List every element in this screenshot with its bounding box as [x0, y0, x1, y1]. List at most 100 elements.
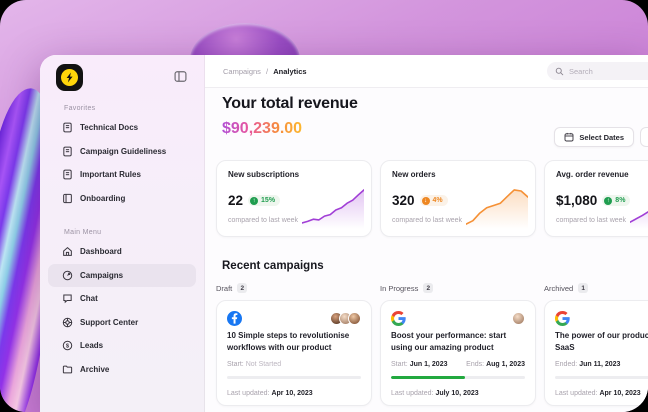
campaign-meta: Start: Not Started [227, 361, 282, 368]
leads-icon: $ [62, 341, 73, 351]
select-dates-label: Select Dates [579, 132, 624, 142]
campaign-title: Boost your performance: start using our … [391, 331, 507, 352]
trend-down-icon: ↓ [421, 196, 430, 205]
column-label: In Progress [380, 283, 419, 293]
progress-bar [391, 376, 525, 379]
sidebar-item-label: Onboarding [80, 193, 126, 203]
google-icon [391, 310, 406, 326]
column-label: Archived [544, 283, 574, 293]
campaign-title: The power of our product: era in SaaS [555, 331, 648, 352]
stat-value: $1,080 [556, 193, 598, 208]
sidebar-item-label: Support Center [80, 317, 139, 327]
main-area: Campaigns / Analytics Your total revenue… [205, 55, 648, 412]
sidebar-item-label: Leads [80, 341, 104, 351]
archive-folder-icon [62, 365, 73, 374]
stat-card-avg-order-revenue[interactable]: Avg. order revenue $1,080 ↑ 8% compared … [544, 160, 648, 237]
sidebar-item-label: Chat [80, 294, 98, 304]
campaign-meta: Ended: Jun 11, 2023 [555, 361, 621, 368]
main-menu-section: Main Menu Dashboard Campaigns Chat Suppo… [48, 227, 196, 381]
svg-text:$: $ [66, 344, 70, 350]
campaign-card-archived[interactable]: The power of our product: era in SaaS En… [544, 300, 648, 406]
column-header-draft: Draft 2 [216, 283, 372, 293]
search-icon [555, 67, 564, 75]
breadcrumb-parent[interactable]: Campaigns [223, 66, 261, 76]
campaign-cards-row: 10 Simple steps to revolutionise workflo… [216, 300, 648, 406]
stat-note: compared to last week [392, 217, 463, 224]
stat-label: Avg. order revenue [556, 170, 629, 179]
progress-bar [555, 376, 648, 379]
calendar-icon [564, 132, 574, 142]
sidebar-item-label: Campaign Guideliness [80, 146, 167, 156]
trend-up-icon: ↑ [250, 196, 259, 205]
breadcrumb-current: Analytics [273, 66, 307, 76]
search-box[interactable] [547, 62, 648, 80]
home-icon [63, 247, 72, 257]
avatar-group [330, 311, 361, 325]
search-input[interactable] [569, 66, 648, 76]
app-logo[interactable] [56, 64, 83, 91]
favorites-label: Favorites [64, 105, 96, 112]
sidebar-item-chat[interactable]: Chat [48, 287, 196, 311]
sidebar-item-archive[interactable]: Archive [48, 358, 196, 382]
sidebar: Favorites Technical Docs Campaign Guidel… [40, 55, 205, 412]
app-window: Favorites Technical Docs Campaign Guidel… [40, 55, 648, 412]
lightning-bolt-icon [61, 69, 78, 86]
sidebar-item-dashboard[interactable]: Dashboard [48, 240, 196, 264]
delta-value: 4% [432, 197, 443, 204]
stat-card-new-subscriptions[interactable]: New subscriptions 22 ↑ 15% compared to l… [216, 160, 372, 237]
delta-badge: ↓ 4% [419, 195, 448, 206]
top-bar: Campaigns / Analytics [205, 55, 648, 88]
count-badge: 1 [578, 283, 589, 293]
document-icon [63, 122, 72, 133]
section-title: Recent campaigns [222, 260, 324, 272]
support-icon [62, 317, 73, 327]
count-badge: 2 [423, 283, 434, 293]
last-updated: Last updated: July 10, 2023 [391, 390, 479, 397]
delta-badge: ↑ 8% [602, 195, 631, 206]
chat-icon [63, 294, 72, 304]
document-icon [63, 146, 72, 157]
kanban-column-headers: Draft 2 In Progress 2 Archived 1 [216, 283, 648, 293]
last-updated: Last updated: Apr 10, 2023 [555, 390, 641, 397]
select-dates-button[interactable]: Select Dates [554, 127, 634, 147]
column-header-archived: Archived 1 [544, 283, 648, 293]
last-updated: Last updated: Apr 10, 2023 [227, 390, 313, 397]
sidebar-collapse-icon[interactable] [174, 70, 187, 83]
clipped-button[interactable] [640, 127, 648, 147]
sidebar-item-leads[interactable]: $ Leads [48, 334, 196, 358]
count-badge: 2 [237, 283, 248, 293]
page-title: Your total revenue [222, 95, 358, 112]
sidebar-item-label: Dashboard [80, 247, 122, 257]
sidebar-item-technical-docs[interactable]: Technical Docs [48, 116, 196, 140]
sidebar-item-important-rules[interactable]: Important Rules [48, 163, 196, 187]
stat-label: New orders [392, 170, 436, 179]
campaign-title: 10 Simple steps to revolutionise workflo… [227, 331, 350, 352]
sidebar-item-label: Archive [80, 364, 110, 374]
campaign-icon [62, 270, 73, 280]
campaign-meta: Start: Jun 1, 2023 [391, 361, 448, 368]
avatar-group [512, 311, 525, 325]
breadcrumb-separator: / [266, 66, 269, 76]
facebook-icon [227, 310, 242, 326]
sidebar-item-campaign-guideliness[interactable]: Campaign Guideliness [48, 140, 196, 164]
content-area: Your total revenue $90,239.00 Select Dat… [205, 88, 648, 412]
main-menu-label: Main Menu [64, 229, 102, 236]
breadcrumb: Campaigns / Analytics [223, 67, 307, 76]
column-header-in-progress: In Progress 2 [380, 283, 536, 293]
document-icon [63, 169, 72, 180]
stat-note: compared to last week [228, 217, 299, 224]
sidebar-item-support-center[interactable]: Support Center [48, 311, 196, 335]
sidebar-item-campaigns[interactable]: Campaigns [48, 263, 196, 287]
sidebar-item-label: Important Rules [80, 170, 141, 180]
campaign-meta: Ends: Aug 1, 2023 [466, 361, 525, 368]
campaign-card-in-progress[interactable]: Boost your performance: start using our … [380, 300, 536, 406]
stats-row: New subscriptions 22 ↑ 15% compared to l… [216, 160, 648, 237]
stat-label: New subscriptions [228, 170, 300, 179]
stat-card-new-orders[interactable]: New orders 320 ↓ 4% compared to last wee… [380, 160, 536, 237]
campaign-card-draft[interactable]: 10 Simple steps to revolutionise workflo… [216, 300, 372, 406]
sidebar-item-onboarding[interactable]: Onboarding [48, 187, 196, 211]
sparkline-chart [466, 189, 528, 229]
column-label: Draft [216, 283, 233, 293]
google-icon [555, 310, 570, 326]
